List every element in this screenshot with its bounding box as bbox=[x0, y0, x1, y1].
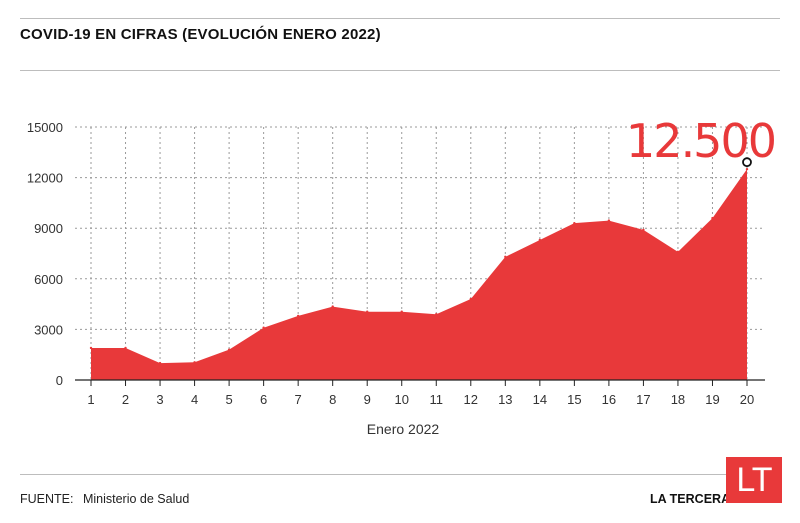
data-point bbox=[89, 346, 93, 350]
x-tick-label: 17 bbox=[636, 392, 650, 407]
data-point bbox=[642, 228, 645, 232]
x-tick-label: 7 bbox=[295, 392, 302, 407]
source-note: FUENTE: Ministerio de Salud bbox=[20, 492, 189, 506]
x-tick-label: 14 bbox=[533, 392, 547, 407]
top-rule bbox=[20, 18, 780, 19]
data-point bbox=[538, 238, 542, 242]
publisher-name: LA TERCERA bbox=[650, 492, 731, 506]
la-tercera-logo: LT bbox=[726, 457, 782, 503]
y-tick-label: 0 bbox=[56, 373, 63, 388]
x-tick-label: 8 bbox=[329, 392, 336, 407]
footer-rule bbox=[20, 474, 780, 475]
area-series bbox=[89, 167, 749, 380]
data-point bbox=[607, 219, 611, 222]
x-tick-label: 6 bbox=[260, 392, 267, 407]
data-point bbox=[573, 221, 576, 225]
axes bbox=[75, 379, 765, 386]
x-tick-label: 18 bbox=[671, 392, 685, 407]
x-tick-label: 12 bbox=[464, 392, 478, 407]
data-point bbox=[262, 326, 265, 329]
data-point bbox=[158, 361, 162, 365]
x-tick-label: 11 bbox=[430, 392, 444, 407]
source-value: Ministerio de Salud bbox=[82, 492, 190, 506]
data-point bbox=[296, 314, 300, 318]
x-axis-label: Enero 2022 bbox=[367, 421, 440, 437]
area-fill bbox=[91, 169, 747, 380]
x-tick-label: 3 bbox=[156, 392, 163, 407]
x-tick-label: 9 bbox=[364, 392, 371, 407]
y-tick-label: 15000 bbox=[27, 120, 63, 135]
data-point bbox=[504, 255, 507, 259]
x-tick-label: 16 bbox=[602, 392, 616, 407]
x-tick-label: 13 bbox=[498, 392, 512, 407]
data-point bbox=[400, 310, 403, 313]
data-point bbox=[676, 250, 680, 254]
data-point bbox=[435, 313, 438, 316]
data-point bbox=[366, 310, 369, 313]
x-tick-label: 5 bbox=[225, 392, 232, 407]
data-point bbox=[745, 167, 749, 171]
source-label: FUENTE: bbox=[20, 492, 74, 506]
x-tick-label: 1 bbox=[87, 392, 94, 407]
x-tick-label: 10 bbox=[395, 392, 409, 407]
x-tick-label: 19 bbox=[705, 392, 719, 407]
x-tick-label: 4 bbox=[191, 392, 198, 407]
y-tick-label: 3000 bbox=[34, 322, 63, 337]
data-point bbox=[227, 348, 231, 351]
chart-title: COVID-19 EN CIFRAS (EVOLUCIÓN ENERO 2022… bbox=[20, 26, 381, 43]
title-rule bbox=[20, 70, 780, 71]
data-point bbox=[469, 297, 472, 301]
peak-value-callout: 12.500 bbox=[626, 114, 775, 168]
data-point bbox=[193, 361, 196, 364]
y-tick-label: 12000 bbox=[27, 171, 63, 186]
y-tick-label: 9000 bbox=[34, 221, 63, 236]
x-tick-label: 15 bbox=[567, 392, 581, 407]
data-point bbox=[711, 216, 714, 220]
x-tick-label: 20 bbox=[740, 392, 754, 407]
x-tick-label: 2 bbox=[122, 392, 129, 407]
peak-marker bbox=[742, 157, 752, 168]
data-point bbox=[124, 346, 127, 350]
data-point bbox=[331, 305, 334, 308]
y-tick-label: 6000 bbox=[34, 272, 63, 287]
